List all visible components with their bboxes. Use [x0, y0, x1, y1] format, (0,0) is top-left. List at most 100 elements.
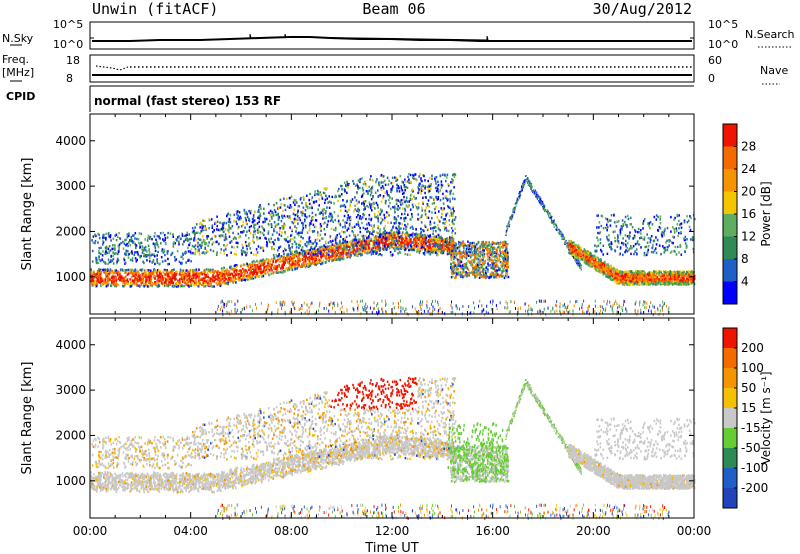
data-cell	[441, 173, 444, 176]
data-cell	[435, 237, 437, 240]
data-cell	[187, 284, 189, 287]
data-cell	[117, 283, 120, 287]
data-cell	[420, 231, 422, 235]
data-cell	[249, 212, 252, 215]
data-cell	[458, 240, 460, 244]
data-cell	[152, 259, 155, 262]
data-cell	[274, 225, 277, 228]
data-cell	[98, 251, 100, 255]
data-cell	[251, 275, 254, 278]
data-cell	[109, 284, 112, 287]
data-cell	[504, 249, 506, 253]
data-cell	[288, 216, 290, 219]
data-cell	[286, 215, 289, 218]
data-cell	[184, 281, 186, 284]
data-cell	[244, 275, 246, 279]
data-cell	[263, 212, 265, 215]
data-cell	[445, 243, 448, 246]
data-cell	[98, 246, 100, 250]
data-cell	[149, 280, 151, 283]
data-cell	[233, 252, 236, 255]
data-cell	[260, 267, 262, 270]
data-cell	[145, 254, 148, 257]
data-cell	[157, 277, 159, 281]
data-cell	[144, 245, 147, 249]
data-cell	[414, 242, 417, 245]
data-cell	[230, 227, 232, 230]
data-cell	[370, 203, 373, 206]
data-cell	[128, 241, 130, 244]
data-cell	[396, 187, 398, 190]
data-cell	[364, 207, 366, 211]
data-cell	[102, 283, 104, 286]
data-cell	[296, 267, 298, 270]
data-cell	[223, 279, 226, 282]
freq-tick-top: 18	[66, 54, 80, 67]
data-cell	[407, 175, 409, 179]
data-cell	[127, 282, 130, 286]
data-cell	[393, 222, 396, 225]
data-cell	[339, 239, 341, 243]
data-cell	[131, 256, 134, 260]
data-cell	[235, 237, 237, 240]
data-cell	[277, 212, 279, 216]
data-cell	[222, 225, 225, 229]
data-cell	[308, 257, 310, 261]
data-cell	[312, 248, 315, 251]
data-cell	[154, 246, 157, 249]
data-cell	[136, 283, 138, 287]
data-cell	[136, 277, 138, 281]
data-cell	[504, 260, 507, 263]
data-cell	[90, 268, 92, 271]
data-cell	[105, 282, 107, 285]
data-cell	[355, 239, 358, 242]
data-cell	[328, 206, 331, 209]
data-cell	[97, 241, 99, 244]
data-cell	[146, 250, 148, 253]
data-cell	[125, 268, 127, 272]
data-cell	[352, 179, 354, 183]
data-cell	[425, 206, 428, 209]
freq-unit: [MHz]	[2, 66, 34, 79]
data-cell	[171, 251, 174, 255]
data-cell	[317, 193, 320, 196]
data-cell	[288, 244, 290, 247]
data-cell	[134, 237, 136, 240]
data-cell	[346, 199, 348, 203]
data-cell	[167, 284, 170, 287]
data-cell	[145, 280, 148, 283]
data-cell	[330, 249, 332, 252]
data-cell	[430, 236, 432, 239]
data-cell	[312, 257, 314, 261]
data-cell	[390, 241, 392, 245]
data-cell	[160, 272, 162, 275]
data-cell	[416, 246, 419, 249]
data-cell	[342, 204, 344, 208]
data-cell	[326, 225, 328, 228]
data-cell	[390, 234, 392, 237]
data-cell	[173, 256, 176, 259]
data-cell	[182, 253, 184, 256]
data-cell	[189, 280, 192, 283]
data-cell	[430, 196, 433, 199]
data-cell	[435, 205, 437, 209]
data-cell	[254, 264, 256, 267]
data-cell	[125, 251, 128, 254]
data-cell	[140, 268, 143, 271]
data-cell	[421, 179, 423, 183]
data-cell	[218, 278, 220, 281]
data-cell	[259, 259, 262, 262]
data-cell	[434, 245, 437, 248]
data-cell	[275, 213, 277, 217]
data-cell	[337, 219, 340, 223]
data-cell	[343, 246, 345, 249]
data-cell	[199, 281, 201, 285]
data-cell	[389, 201, 391, 205]
data-cell	[232, 237, 235, 241]
data-cell	[131, 284, 133, 287]
data-cell	[223, 221, 225, 225]
data-cell	[185, 250, 187, 253]
data-cell	[271, 247, 274, 250]
data-cell	[350, 239, 353, 243]
data-cell	[290, 234, 292, 237]
